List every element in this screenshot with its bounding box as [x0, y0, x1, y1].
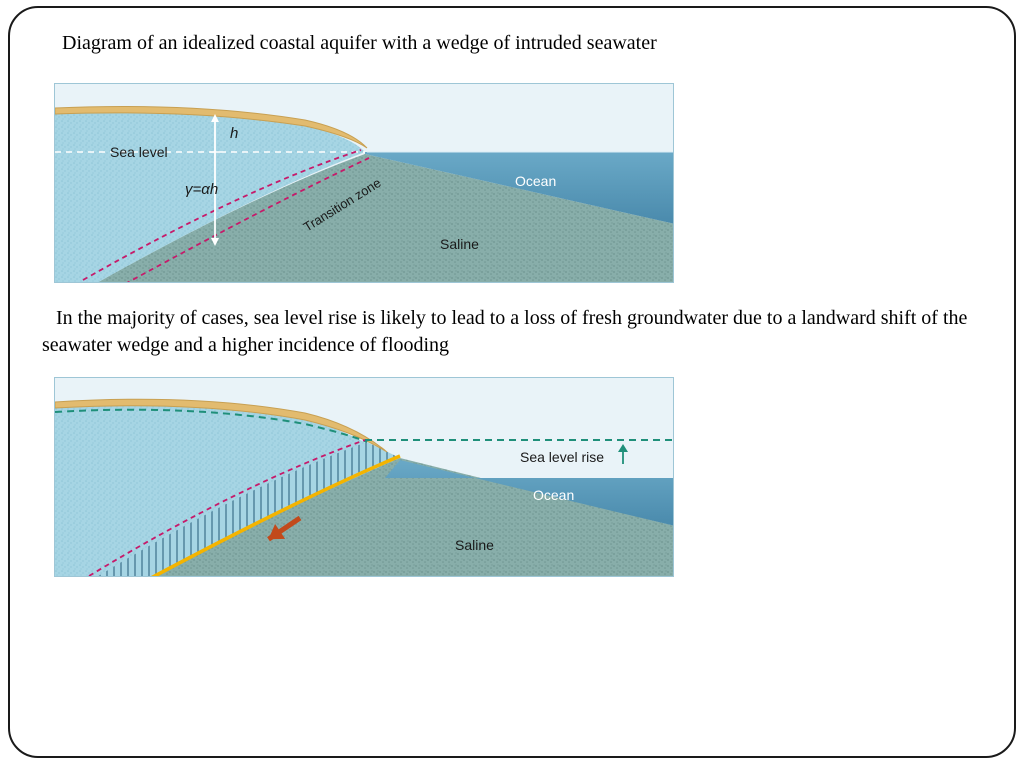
diagram-1: Sea level h γ=αh Transition zone Ocean S… [54, 83, 674, 283]
label-sea-level-rise: Sea level rise [520, 449, 604, 465]
label-saline-2: Saline [455, 537, 494, 553]
slide-frame: Diagram of an idealized coastal aquifer … [8, 6, 1016, 758]
title: Diagram of an idealized coastal aquifer … [62, 32, 982, 55]
label-ocean: Ocean [515, 173, 556, 189]
label-gamma: γ=αh [185, 181, 218, 198]
label-h: h [230, 125, 238, 142]
diagram-2: Sea level rise Ocean Saline [54, 377, 674, 577]
body-paragraph: In the majority of cases, sea level rise… [42, 305, 982, 359]
label-ocean-2: Ocean [533, 487, 574, 503]
label-sea-level: Sea level [110, 144, 168, 160]
label-saline: Saline [440, 236, 479, 252]
